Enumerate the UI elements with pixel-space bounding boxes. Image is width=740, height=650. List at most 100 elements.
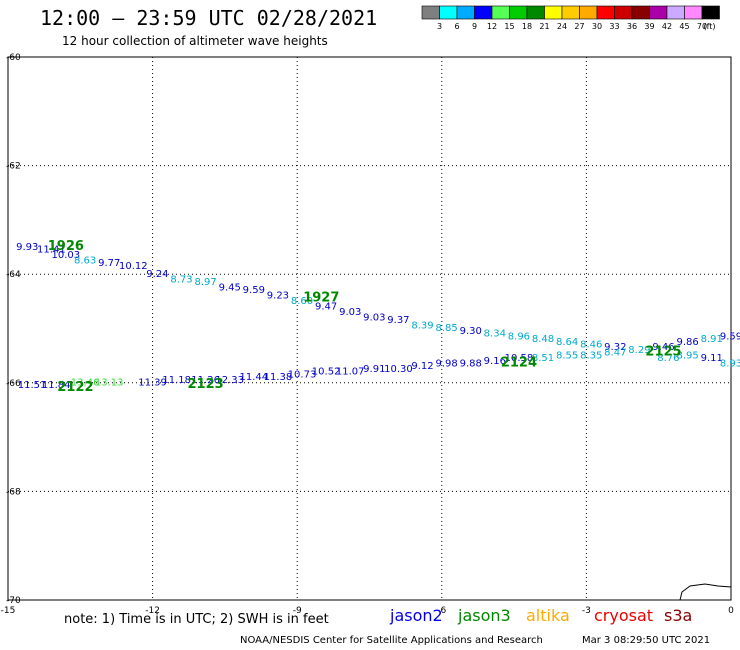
map-frame — [7, 56, 732, 601]
color-swatch — [684, 5, 703, 20]
axis-ticks: -15 -12 -9 -6 -3 0 -60 -62 -64 -66 -68 -70 — [1, 53, 734, 616]
wave-height-label: 8.51 — [532, 353, 554, 364]
pass-time-label: 2124 — [501, 356, 537, 371]
wave-height-label: 9.86 — [676, 337, 698, 348]
wave-height-label: 8.76 — [657, 353, 679, 364]
color-swatch — [666, 5, 685, 20]
color-swatch — [456, 5, 475, 20]
wave-height-label: 9.98 — [435, 359, 457, 370]
lat-tick-label: -64 — [6, 270, 21, 280]
page-title: 12:00 – 23:59 UTC 02/28/2021 — [40, 6, 378, 30]
wave-height-label: 8.85 — [435, 323, 457, 334]
wave-height-label: 9.03 — [363, 312, 385, 323]
wave-height-label: 8.73 — [170, 274, 192, 285]
color-scale-tick: 15 — [504, 22, 514, 31]
wave-height-label: 9.59 — [243, 285, 265, 296]
wave-height-label: 9.37 — [387, 315, 409, 326]
wave-height-label: 8.64 — [556, 337, 578, 348]
satellite-legend-altika: altika — [526, 606, 570, 625]
wave-height-label: 8.29 — [628, 345, 650, 356]
map-grid — [7, 56, 732, 601]
color-scale-tick: 33 — [609, 22, 619, 31]
wave-height-label: 11.18 — [162, 375, 191, 386]
wave-height-label: 9.24 — [146, 269, 168, 280]
credit-line: NOAA/NESDIS Center for Satellite Applica… — [240, 635, 543, 646]
wave-height-label: 10.30 — [384, 364, 413, 375]
color-swatch — [614, 5, 633, 20]
color-scale-legend: 3 6 9 12 15 18 21 24 27 30 33 36 39 42 45 70(ft) — [421, 5, 720, 31]
wave-height-label: 9.91 — [363, 364, 385, 375]
wave-height-label: 10.58 — [505, 353, 534, 364]
wave-height-label: 8.63 — [74, 255, 96, 266]
lat-tick-label: -62 — [6, 162, 21, 172]
pass-time-label: 2125 — [645, 345, 681, 360]
lon-tick-label: 0 — [728, 606, 734, 616]
wave-height-label: 10.12 — [119, 261, 148, 272]
footnote: note: 1) Time is in UTC; 2) SWH is in fe… — [64, 612, 329, 627]
wave-height-label: 11.38 — [264, 372, 293, 383]
wave-height-label: 11.39 — [138, 378, 167, 389]
page-subtitle: 12 hour collection of altimeter wave hei… — [62, 34, 328, 48]
color-swatch — [631, 5, 650, 20]
color-scale-tick: 30 — [592, 22, 602, 31]
wave-height-label: 9.77 — [98, 258, 120, 269]
wave-height-label: 12.33 — [215, 375, 244, 386]
color-swatch — [491, 5, 510, 20]
wave-height-label: 9.16 — [484, 356, 506, 367]
wave-height-label: 9.23 — [267, 291, 289, 302]
lat-tick-label: -68 — [6, 487, 21, 497]
wave-height-label: 9.03 — [339, 307, 361, 318]
wave-height-label: 8.93 — [720, 359, 740, 370]
wave-height-label: 10.52 — [312, 367, 341, 378]
lon-tick-label: -6 — [437, 606, 446, 616]
satellite-legend-jason2: jason2 — [390, 606, 443, 625]
wave-height-label: 8.48 — [532, 334, 554, 345]
color-swatch — [421, 5, 440, 20]
wave-height-label: 9.32 — [604, 342, 626, 353]
pass-time-label: 2122 — [57, 380, 93, 395]
wave-height-label: 8.47 — [604, 348, 626, 359]
wave-height-label: 8.95 — [676, 350, 698, 361]
wave-height-label: 11.41 — [37, 244, 66, 255]
coastline — [679, 583, 732, 601]
generation-timestamp: Mar 3 08:29:50 UTC 2021 — [582, 635, 711, 646]
color-scale-tick: 21 — [539, 22, 549, 31]
pass-time-labels: 1926 1927 2122 2123 2124 2125 — [48, 239, 682, 395]
color-scale-tick: 3 — [437, 22, 442, 31]
color-swatch — [509, 5, 528, 20]
wave-height-label: 13.46 — [71, 378, 100, 389]
color-swatch — [579, 5, 598, 20]
color-scale-tick: 9 — [472, 22, 477, 31]
lat-tick-label: -70 — [6, 596, 21, 606]
wave-height-label: 9.47 — [315, 301, 337, 312]
wave-height-label: 9.93 — [16, 242, 38, 253]
color-scale-tick: 12 — [487, 22, 497, 31]
color-swatch — [701, 5, 720, 20]
pass-time-label: 2123 — [188, 377, 224, 392]
color-swatch — [439, 5, 458, 20]
color-scale-tick: 36 — [627, 22, 637, 31]
wave-height-label: 8.97 — [194, 277, 216, 288]
pass-time-label: 1926 — [48, 239, 84, 254]
color-swatch — [544, 5, 563, 20]
satellite-legend-jason3: jason3 — [458, 606, 511, 625]
wave-height-label: 9.88 — [460, 359, 482, 370]
wave-height-label: 8.91 — [701, 334, 723, 345]
wave-height-label: 9.46 — [652, 342, 674, 353]
wave-height-label: 9.12 — [411, 361, 433, 372]
wave-height-label: 11.44 — [239, 372, 268, 383]
pass-time-label: 1927 — [303, 290, 339, 305]
wave-height-label: 10.03 — [52, 250, 81, 261]
wave-height-label: 8.60 — [291, 296, 313, 307]
color-swatch — [526, 5, 545, 20]
color-swatch — [649, 5, 668, 20]
color-swatch — [596, 5, 615, 20]
color-scale-tick: 24 — [557, 22, 567, 31]
wave-height-label: 11.84 — [42, 380, 71, 391]
wave-height-label: 9.45 — [219, 282, 241, 293]
lon-tick-label: -12 — [145, 606, 160, 616]
wave-height-label: 10.73 — [288, 369, 317, 380]
satellite-legend-s3a: s3a — [664, 606, 693, 625]
